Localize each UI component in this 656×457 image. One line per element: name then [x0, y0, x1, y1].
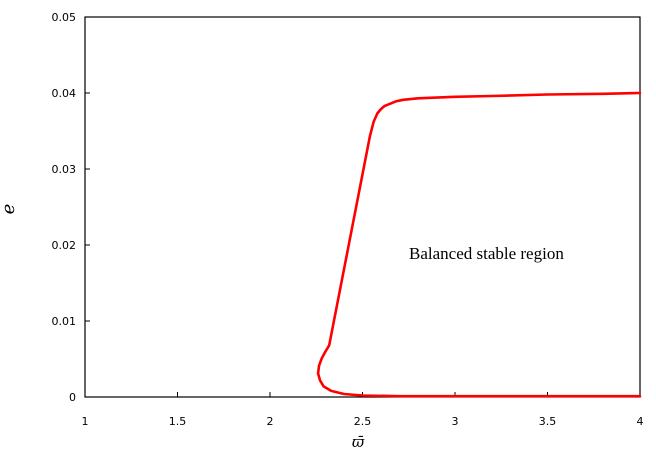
- x-tick-label: 1.5: [169, 415, 187, 428]
- y-tick-label: 0.05: [52, 11, 77, 24]
- series-line-1: [316, 91, 642, 398]
- x-tick-label: 4: [637, 415, 644, 428]
- y-tick-label: 0.02: [52, 239, 77, 252]
- x-tick-label: 3: [452, 415, 459, 428]
- plot-area-frame: [84, 16, 641, 398]
- y-tick-label: 0: [69, 391, 76, 404]
- y-axis-ticks: 0 0.01 0.02 0.03 0.04 0.05: [52, 11, 90, 404]
- y-tick-label: 0.01: [52, 315, 77, 328]
- x-axis-ticks: 1 1.5 2 2.5 3 3.5 4: [82, 392, 644, 428]
- x-tick-label: 1: [82, 415, 89, 428]
- x-tick-label: 2.5: [354, 415, 372, 428]
- annotation-balanced-stable-region: Balanced stable region: [409, 244, 564, 263]
- series-layer: [316, 91, 642, 398]
- y-tick-label: 0.04: [52, 87, 77, 100]
- x-tick-label: 3.5: [539, 415, 557, 428]
- y-tick-label: 0.03: [52, 163, 77, 176]
- x-tick-label: 2: [267, 415, 274, 428]
- x-axis-label: ϖ̄: [352, 433, 365, 451]
- y-axis-label: e: [0, 204, 19, 215]
